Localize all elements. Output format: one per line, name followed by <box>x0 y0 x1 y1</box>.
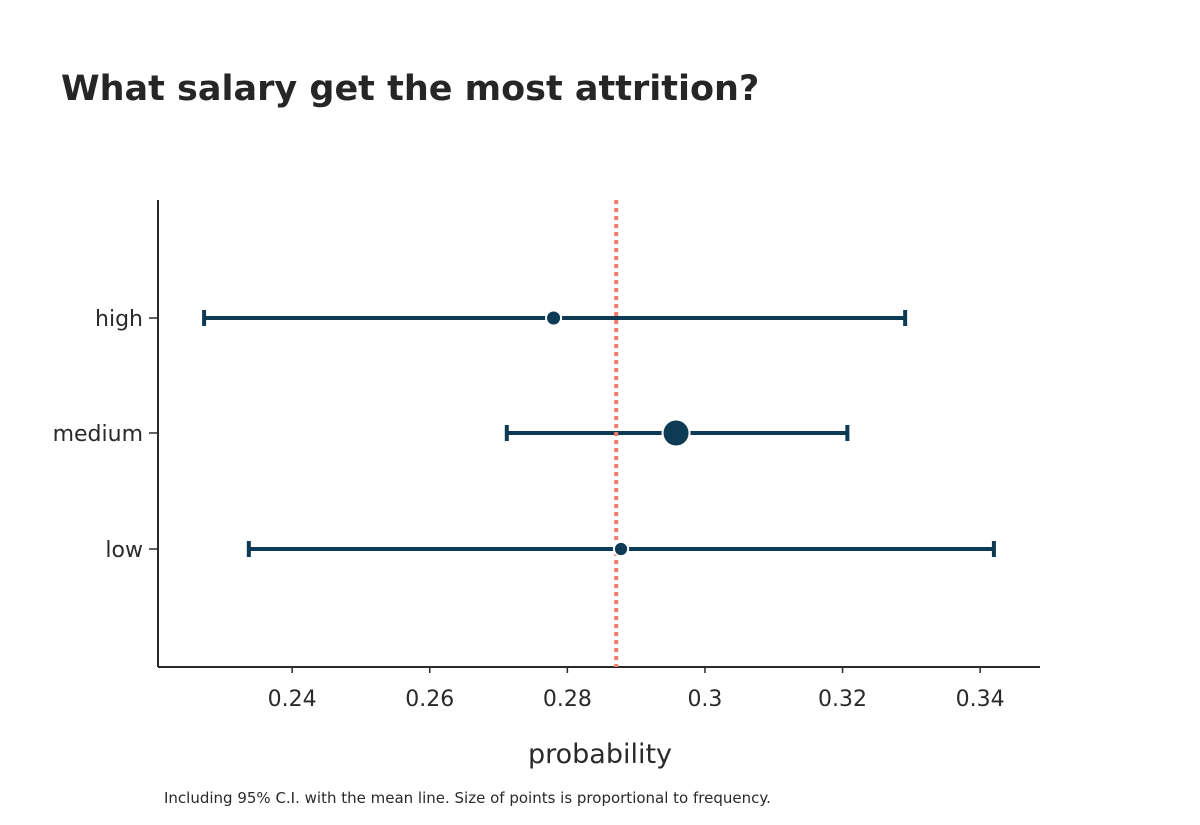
x-tick-label: 0.28 <box>543 687 592 712</box>
y-tick-label: low <box>105 538 143 563</box>
chart-note: Including 95% C.I. with the mean line. S… <box>164 789 771 807</box>
x-tick-label: 0.26 <box>405 687 454 712</box>
plot-area: 0.24 0.26 0.28 0.3 0.32 0.34 high medium low <box>53 200 1040 712</box>
x-tick-label: 0.3 <box>687 687 722 712</box>
x-tick-label: 0.34 <box>956 687 1005 712</box>
data-point <box>661 418 691 448</box>
y-tick-label: high <box>95 307 143 332</box>
x-axis-title: probability <box>528 739 672 770</box>
x-tick-label: 0.32 <box>818 687 867 712</box>
y-tick-label: medium <box>53 422 143 447</box>
x-tick-label: 0.24 <box>268 687 317 712</box>
chart-title: What salary get the most attrition? <box>61 69 759 109</box>
data-point <box>545 309 563 327</box>
data-point <box>612 540 630 558</box>
